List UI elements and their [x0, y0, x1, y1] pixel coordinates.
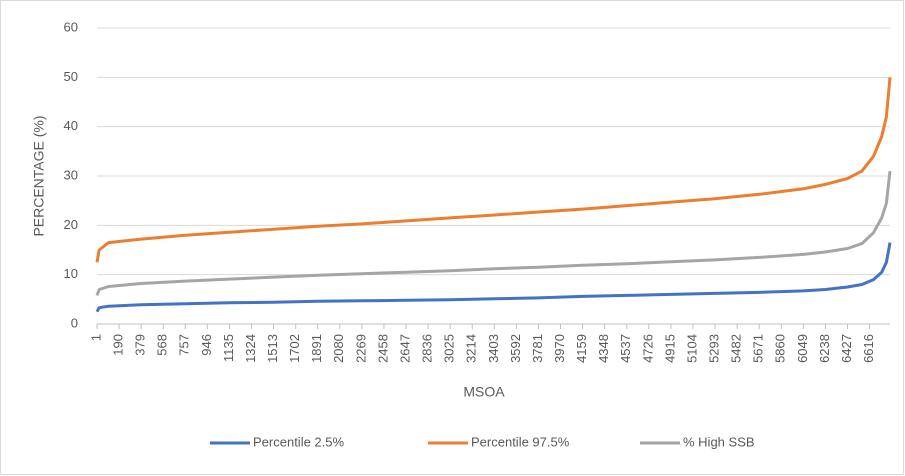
legend-label: % High SSB: [683, 434, 755, 449]
x-tick-label: 4726: [640, 334, 655, 363]
x-tick-label: 4537: [618, 334, 633, 363]
y-axis-title: PERCENTAGE (%): [31, 115, 47, 236]
x-tick-label: 379: [133, 334, 148, 356]
y-tick-label: 30: [64, 167, 78, 182]
legend-label: Percentile 97.5%: [471, 434, 570, 449]
x-tick-label: 5671: [751, 334, 766, 363]
series-line: [95, 77, 892, 263]
x-tick-label: 6616: [861, 334, 876, 363]
x-tick-label: 946: [199, 334, 214, 356]
y-tick-label: 40: [64, 118, 78, 133]
y-tick-label: 10: [64, 266, 78, 281]
x-tick-label: 3592: [508, 334, 523, 363]
x-tick-label: 4159: [574, 334, 589, 363]
x-tick-label: 6427: [839, 334, 854, 363]
x-tick-label: 6049: [795, 334, 810, 363]
x-tick-label: 1: [88, 334, 103, 341]
legend-label: Percentile 2.5%: [253, 434, 344, 449]
y-tick-label: 20: [64, 217, 78, 232]
series-line: [95, 242, 892, 313]
x-tick-label: 190: [111, 334, 126, 356]
y-tick-label: 50: [64, 69, 78, 84]
x-tick-label: 3214: [464, 334, 479, 363]
x-tick-label: 1702: [287, 334, 302, 363]
x-tick-label: 3970: [552, 334, 567, 363]
x-tick-label: 2458: [375, 334, 390, 363]
x-tick-label: 3781: [530, 334, 545, 363]
x-tick-label: 1135: [221, 334, 236, 362]
x-tick-label: 5293: [706, 334, 721, 363]
x-tick-label: 757: [177, 334, 192, 356]
x-tick-label: 3403: [486, 334, 501, 363]
x-tick-label: 5104: [684, 334, 699, 363]
x-tick-label: 4348: [596, 334, 611, 363]
x-tick-label: 2269: [353, 334, 368, 363]
x-tick-label: 1891: [309, 334, 324, 363]
x-tick-label: 4915: [662, 334, 677, 363]
x-tick-label: 1513: [265, 334, 280, 363]
x-tick-label: 568: [155, 334, 170, 356]
x-tick-label: 5482: [729, 334, 744, 363]
x-tick-label: 6238: [817, 334, 832, 363]
x-tick-label: 1324: [243, 334, 258, 363]
x-tick-label: 5860: [773, 334, 788, 363]
x-tick-label: 2080: [331, 334, 346, 363]
series-line: [95, 170, 892, 296]
y-tick-label: 60: [64, 19, 78, 34]
x-tick-label: 2836: [420, 334, 435, 363]
x-tick-label: 3025: [442, 334, 457, 363]
x-axis-title: MSOA: [463, 384, 505, 400]
y-tick-label: 0: [71, 315, 78, 330]
x-tick-label: 2647: [397, 334, 412, 363]
